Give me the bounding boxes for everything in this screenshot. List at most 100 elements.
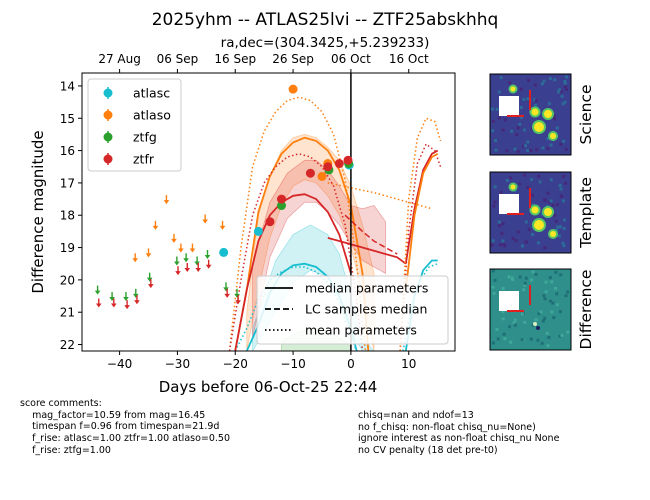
upper-limit-ztfg-18 <box>183 253 189 263</box>
y-tick-label: 21 <box>60 306 75 320</box>
stamp-speckle <box>501 239 505 243</box>
stamp-speckle <box>522 128 526 132</box>
stamp-speckle <box>497 220 501 224</box>
stamp-speckle <box>491 285 495 289</box>
point-atlaso-3 <box>288 84 298 94</box>
x-tick-label: −30 <box>165 357 190 371</box>
stamp-speckle <box>561 241 565 245</box>
upper-limit-head <box>171 238 177 243</box>
style-legend-box <box>256 275 449 345</box>
upper-limit-head <box>183 258 189 263</box>
upper-limit-ztfg-10 <box>146 272 153 282</box>
y-tick-label: 22 <box>60 338 75 352</box>
stamp-speckle <box>534 103 538 107</box>
stamp-speckle <box>531 232 535 236</box>
plot-frame <box>81 72 456 352</box>
upper-limit-ztfr-25 <box>205 259 212 269</box>
stamp-speckle <box>531 270 535 274</box>
score-comments: score comments: mag_factor=10.59 from ma… <box>20 398 231 456</box>
y-tick-label: 16 <box>60 144 75 158</box>
y-tick-label: 19 <box>60 241 75 255</box>
upper-limit-head <box>132 258 139 263</box>
upper-limit-atlaso-20 <box>189 243 196 253</box>
stamp-speckle <box>544 280 548 284</box>
stamp-speckle <box>523 281 527 285</box>
stamp-speckle <box>524 220 528 224</box>
stamp-frame <box>489 268 572 351</box>
upper-limit-head <box>145 253 152 258</box>
stamp-speckle <box>550 310 554 314</box>
stamp-speckle <box>564 87 568 91</box>
x-tick-label: 10 <box>401 357 416 371</box>
upper-limit-head <box>174 261 180 266</box>
stamp-speckle <box>530 178 534 182</box>
point-ztfr-9 <box>265 217 275 227</box>
stamp-speckle <box>555 228 559 232</box>
y-tick-label: 20 <box>60 273 75 287</box>
stamp-speckle <box>541 146 545 150</box>
stamp-speckle <box>523 144 527 148</box>
stamp-speckle <box>549 143 553 147</box>
stamp-star <box>534 220 544 230</box>
stamp-label: Science <box>577 84 595 144</box>
upper-limit-head <box>189 248 196 253</box>
stamp-speckle <box>498 243 502 247</box>
stamp-speckle <box>526 149 530 153</box>
stamp-speckle <box>543 316 547 320</box>
upper-limit-head <box>175 271 181 276</box>
stamp-speckle <box>516 230 520 234</box>
y-axis-label: Difference magnitude <box>29 130 47 293</box>
stamp-speckle <box>566 290 570 294</box>
stamp-speckle <box>500 231 504 235</box>
y-tick-label: 14 <box>60 79 75 93</box>
stamp-speckle <box>501 287 505 291</box>
x-tick-label: −10 <box>280 357 305 371</box>
stamp-speckle <box>515 133 519 137</box>
stamp-speckle <box>502 332 506 336</box>
stamp-speckle <box>556 90 560 94</box>
stamp-speckle <box>493 185 497 189</box>
top-tick-label: 06 Oct <box>331 52 371 66</box>
stamp-speckle <box>527 228 531 232</box>
stamp-speckle <box>540 82 544 86</box>
stamp-speckle <box>558 225 562 229</box>
stamp-speckle <box>503 337 507 341</box>
stamp-speckle <box>514 239 518 243</box>
stamp-speckle <box>508 81 512 85</box>
stamp-speckle <box>494 139 498 143</box>
stamp-speckle <box>564 181 568 185</box>
upper-limit-atlaso-26 <box>219 220 226 230</box>
stamp-speckle <box>552 316 556 320</box>
stamp-speckle <box>497 116 501 120</box>
stamp-star <box>544 208 552 216</box>
stamp-speckle <box>546 147 550 151</box>
top-tick-label: 06 Sep <box>157 52 199 66</box>
stamp-speckle <box>546 344 550 348</box>
stamp-speckle <box>524 240 528 244</box>
stamp-speckle <box>563 79 567 83</box>
stamp-speckle <box>516 150 520 154</box>
upper-limit-head <box>184 267 191 272</box>
stamp-speckle <box>547 200 551 204</box>
stamp-speckle <box>517 182 521 186</box>
stamp-speckle <box>518 275 522 279</box>
stamp-speckle <box>530 193 534 197</box>
stamp-speckle <box>495 107 499 111</box>
stamp-speckle <box>501 222 505 226</box>
stamp-speckle <box>547 102 551 106</box>
stamp-speckle <box>553 78 557 82</box>
stamp-speckle <box>558 183 562 187</box>
upper-limit-ztfr-3 <box>111 298 117 308</box>
stamp-speckle <box>539 310 543 314</box>
stamp-speckle <box>501 128 505 132</box>
stamp-speckle <box>559 187 563 191</box>
stamp-speckle <box>501 310 505 314</box>
stamp-speckle <box>503 118 507 122</box>
point-ztfr-13 <box>334 159 344 169</box>
stamp-speckle <box>555 203 559 207</box>
legend-marker-ztfr <box>103 154 113 164</box>
stamp-speckle <box>522 288 526 292</box>
y-tick-label: 17 <box>60 176 75 190</box>
curve-atlaso-dotted-12 <box>399 117 442 351</box>
stamp-speckle <box>565 75 569 79</box>
